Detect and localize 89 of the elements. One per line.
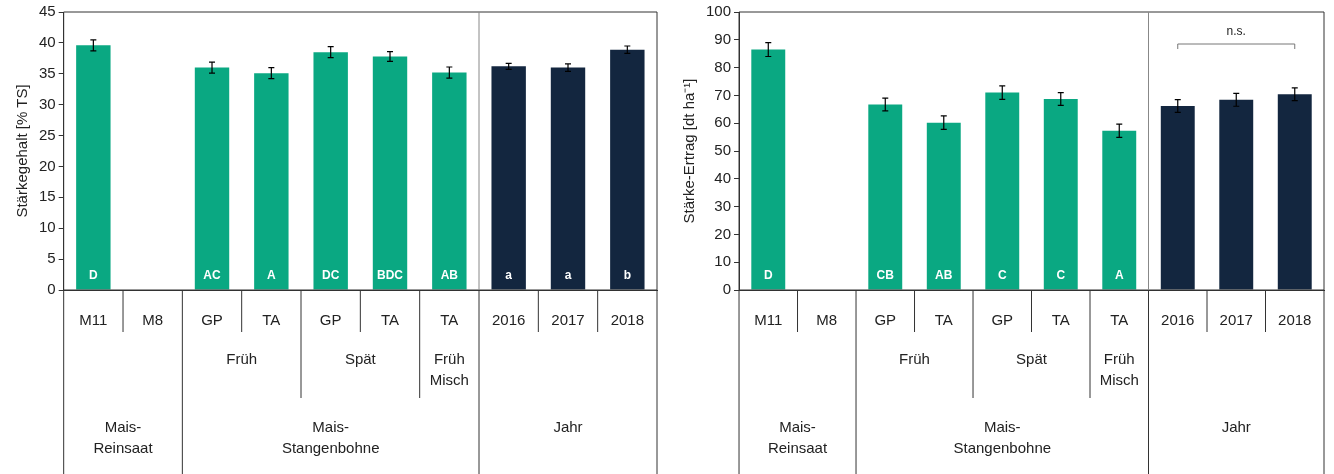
text: Früh Misch — [1099, 350, 1139, 389]
y-tick-label: 100 — [706, 2, 732, 20]
bar — [1043, 99, 1078, 290]
x-tick-label: 2016 — [1161, 311, 1195, 329]
x-tick-label: 2018 — [1278, 311, 1312, 329]
x-tick-label: TA — [262, 311, 281, 329]
text: Jahr — [1221, 418, 1251, 436]
y-tick-label: 50 — [714, 141, 732, 159]
y-tick-label: 90 — [714, 29, 732, 47]
x-tick-label: M11 — [79, 311, 108, 329]
y-tick-label: 35 — [39, 63, 56, 81]
text: Spät — [1016, 350, 1048, 368]
data-label: C — [1056, 268, 1066, 283]
y-tick-label: 0 — [722, 280, 732, 298]
bar — [751, 49, 786, 290]
text: Mais-Stangenbohne — [953, 418, 1052, 457]
y-tick-label: 45 — [39, 2, 56, 20]
bar — [76, 45, 111, 290]
x-tick-label: 2017 — [551, 311, 585, 329]
bar — [985, 92, 1020, 290]
y-tick-label: 40 — [714, 168, 732, 186]
bar — [1277, 94, 1312, 290]
x-tick-label: M11 — [754, 311, 783, 329]
x-tick-label: TA — [1110, 311, 1129, 329]
data-label: A — [267, 268, 277, 283]
data-label: A — [1114, 268, 1124, 283]
data-label: AC — [203, 268, 222, 283]
y-tick-label: 20 — [714, 224, 732, 242]
data-label: AB — [935, 268, 953, 283]
bar — [1219, 99, 1254, 290]
bar — [926, 122, 961, 290]
y-tick-label: 25 — [39, 125, 56, 143]
y-tick-label: 0 — [47, 280, 56, 298]
x-tick-label: M8 — [816, 311, 838, 329]
bar — [432, 72, 467, 290]
y-tick-label: 5 — [47, 249, 56, 267]
data-label: C — [997, 268, 1007, 283]
y-axis-title: Stärke-Ertrag [dt ha⁻¹] — [680, 78, 698, 224]
data-label: b — [623, 268, 632, 283]
data-label: DC — [322, 268, 340, 283]
x-tick-label: GP — [874, 311, 897, 329]
data-label: a — [505, 268, 513, 283]
y-tick-label: 10 — [714, 252, 732, 270]
bar — [372, 56, 408, 290]
text: Jahr — [553, 418, 583, 436]
text: Spät — [344, 350, 377, 368]
x-tick-label: GP — [201, 311, 223, 329]
data-label: D — [763, 268, 773, 283]
annotation: n.s. — [1226, 24, 1246, 39]
bar — [194, 67, 230, 290]
x-tick-label: TA — [1051, 311, 1070, 329]
bar — [868, 104, 903, 290]
x-tick-label: TA — [440, 311, 459, 329]
y-tick-label: 80 — [714, 57, 732, 75]
y-tick-label: 10 — [39, 218, 56, 236]
y-tick-label: 20 — [39, 156, 56, 174]
y-tick-label: 30 — [39, 94, 56, 112]
x-tick-label: 2016 — [491, 311, 526, 329]
y-tick-label: 60 — [714, 113, 732, 131]
data-label: AB — [440, 268, 459, 283]
x-tick-label: 2017 — [1219, 311, 1253, 329]
y-axis-title: Stärkegehalt [% TS] — [13, 84, 31, 218]
bar — [1160, 105, 1195, 290]
text: Früh Misch — [429, 350, 469, 389]
text: Früh — [226, 350, 258, 368]
text: Mais-Stangenbohne — [281, 418, 380, 457]
x-tick-label: GP — [319, 311, 342, 329]
bar — [491, 66, 526, 290]
bar — [550, 67, 586, 290]
y-tick-label: 30 — [714, 196, 732, 214]
text: Mais-Reinsaat — [767, 418, 828, 457]
x-tick-label: TA — [934, 311, 953, 329]
y-tick-label: 40 — [39, 33, 56, 51]
y-tick-label: 70 — [714, 85, 732, 103]
bar — [254, 73, 289, 290]
bar — [1102, 130, 1137, 290]
data-label: CB — [876, 268, 895, 283]
text: Mais-Reinsaat — [93, 418, 154, 457]
x-tick-label: M8 — [142, 311, 164, 329]
data-label: D — [89, 268, 99, 283]
x-tick-label: GP — [991, 311, 1014, 329]
y-tick-label: 15 — [39, 187, 56, 205]
data-label: a — [564, 268, 572, 283]
bar — [313, 52, 348, 290]
data-label: BDC — [377, 268, 404, 283]
text: Früh — [899, 350, 930, 368]
bar — [610, 49, 645, 290]
x-tick-label: 2018 — [610, 311, 645, 329]
x-tick-label: TA — [380, 311, 400, 329]
